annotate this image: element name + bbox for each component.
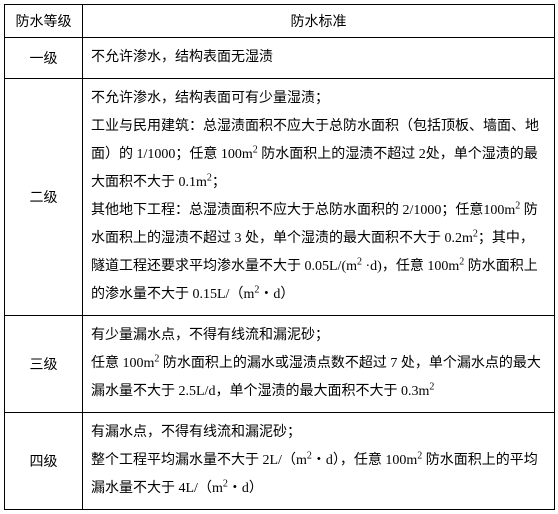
level-cell: 四级 (5, 413, 83, 510)
level-cell: 一级 (5, 38, 83, 79)
table-row: 四级有漏水点，不得有线流和漏泥砂；整个工程平均漏水量不大于 2L/（m2・d），… (5, 413, 555, 510)
standard-cell: 不允许渗水，结构表面无湿渍 (83, 38, 555, 79)
table-row: 三级有少量漏水点，不得有线流和漏泥砂；任意 100m2 防水面积上的漏水或湿渍点… (5, 316, 555, 413)
waterproof-standards-table: 防水等级 防水标准 一级不允许渗水，结构表面无湿渍二级不允许渗水，结构表面可有少… (4, 4, 555, 510)
level-cell: 二级 (5, 79, 83, 316)
level-cell: 三级 (5, 316, 83, 413)
standard-cell: 不允许渗水，结构表面可有少量湿渍；工业与民用建筑：总湿渍面积不应大于总防水面积（… (83, 79, 555, 316)
standard-cell: 有漏水点，不得有线流和漏泥砂；整个工程平均漏水量不大于 2L/（m2・d），任意… (83, 413, 555, 510)
table-header-row: 防水等级 防水标准 (5, 5, 555, 38)
table-row: 一级不允许渗水，结构表面无湿渍 (5, 38, 555, 79)
header-standard: 防水标准 (83, 5, 555, 38)
table-row: 二级不允许渗水，结构表面可有少量湿渍；工业与民用建筑：总湿渍面积不应大于总防水面… (5, 79, 555, 316)
header-level: 防水等级 (5, 5, 83, 38)
table-body: 一级不允许渗水，结构表面无湿渍二级不允许渗水，结构表面可有少量湿渍；工业与民用建… (5, 38, 555, 510)
standard-cell: 有少量漏水点，不得有线流和漏泥砂；任意 100m2 防水面积上的漏水或湿渍点数不… (83, 316, 555, 413)
